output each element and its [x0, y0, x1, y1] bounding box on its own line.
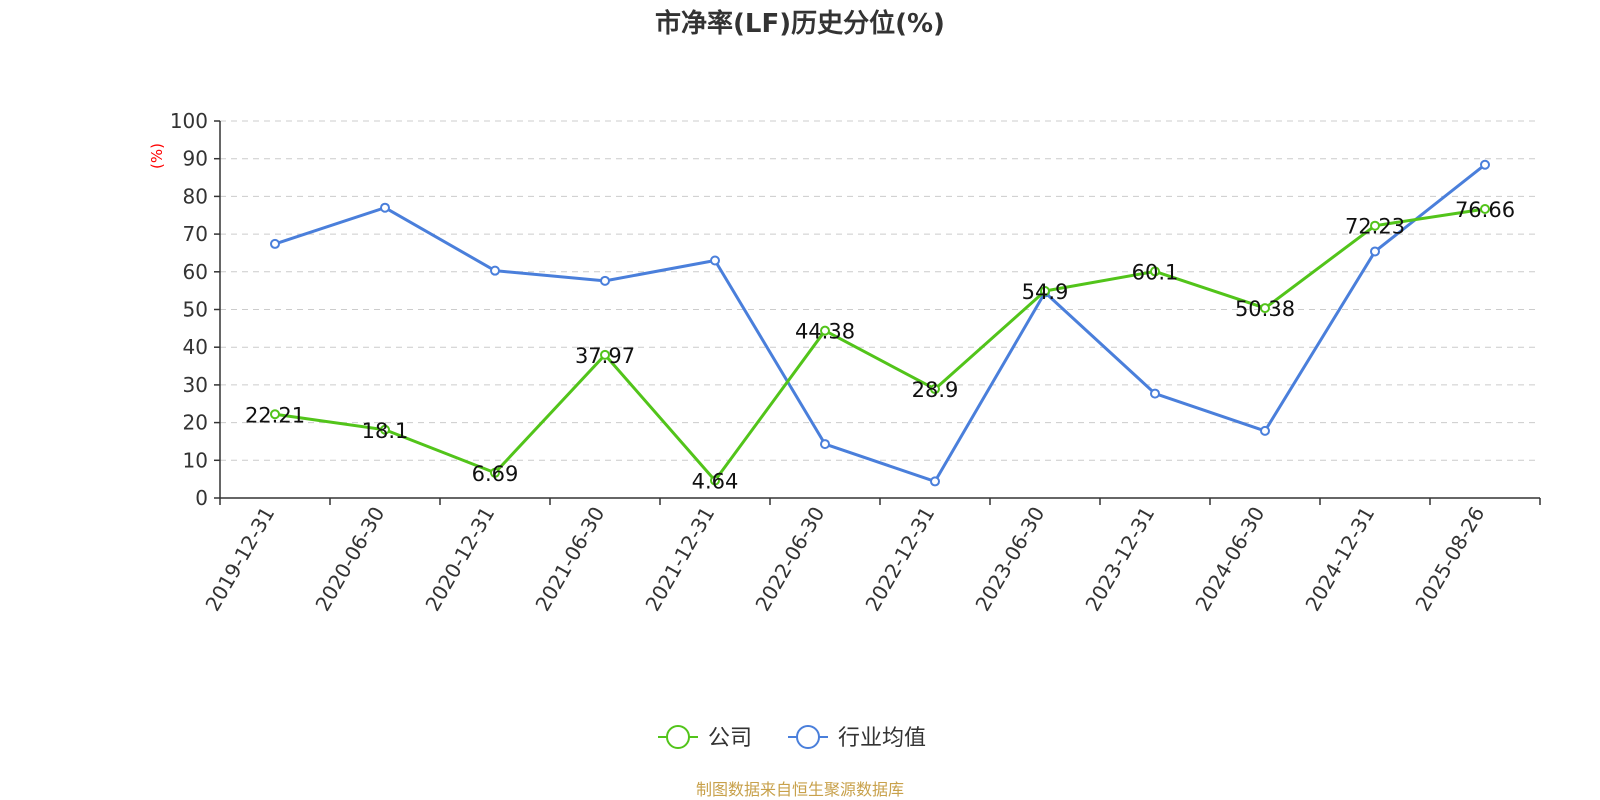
y-tick-label: 70 — [183, 222, 208, 246]
data-label: 28.9 — [912, 378, 959, 402]
data-point[interactable] — [820, 439, 830, 450]
legend-label: 公司 — [708, 726, 752, 751]
x-tick-label: 2024-06-30 — [1190, 503, 1269, 616]
data-point[interactable] — [270, 409, 280, 420]
x-tick-label: 2022-12-31 — [860, 503, 939, 616]
y-tick-label: 100 — [170, 109, 208, 133]
y-axis-label: (%) — [148, 143, 166, 169]
data-point[interactable] — [380, 424, 390, 435]
data-point[interactable] — [1260, 425, 1270, 436]
legend-marker-icon — [666, 725, 690, 749]
data-point[interactable] — [710, 255, 720, 266]
data-label: 22.21 — [245, 403, 305, 427]
data-point[interactable] — [270, 238, 280, 249]
grid-lines — [220, 120, 1540, 461]
data-label: 50.38 — [1235, 297, 1295, 321]
data-label: 6.69 — [472, 462, 519, 486]
data-label: 76.66 — [1455, 198, 1515, 222]
y-tick-label: 10 — [183, 448, 208, 472]
data-point[interactable] — [930, 476, 940, 487]
x-tick-label: 2021-12-31 — [640, 503, 719, 616]
data-point[interactable] — [1150, 388, 1160, 399]
series-line-0 — [274, 207, 1486, 483]
data-point[interactable] — [930, 384, 940, 395]
data-point[interactable] — [490, 467, 500, 478]
data-point[interactable] — [1480, 203, 1490, 214]
data-point[interactable] — [1370, 220, 1380, 231]
x-tick-label: 2023-12-31 — [1080, 503, 1159, 616]
y-tick-label: 20 — [183, 411, 208, 435]
x-tick-label: 2022-06-30 — [750, 503, 829, 616]
x-tick-label: 2020-12-31 — [420, 503, 499, 616]
data-label: 54.9 — [1022, 280, 1069, 304]
data-point[interactable] — [1150, 266, 1160, 277]
chart-title: 市净率(LF)历史分位(%) — [655, 8, 945, 39]
y-tick-label: 50 — [183, 298, 208, 322]
data-point[interactable] — [1260, 303, 1270, 314]
data-point[interactable] — [1370, 246, 1380, 257]
series-line-1 — [274, 163, 1486, 483]
series-lines — [270, 159, 1490, 487]
x-tick-label: 2024-12-31 — [1300, 503, 1379, 616]
x-tick-label: 2021-06-30 — [530, 503, 609, 616]
data-point[interactable] — [1480, 159, 1490, 170]
y-tick-label: 80 — [183, 184, 208, 208]
x-tick-label: 2020-06-30 — [310, 503, 389, 616]
legend-item-1[interactable]: 行业均值 — [788, 725, 926, 751]
data-point[interactable] — [1040, 286, 1050, 297]
source-note: 制图数据来自恒生聚源数据库 — [696, 780, 904, 799]
axes: 0 10 20 30 40 50 60 70 80 90 100 2019-12-31 2020-06-… — [170, 109, 1541, 616]
legend-item-0[interactable]: 公司 — [658, 725, 752, 751]
data-label: 44.38 — [795, 320, 855, 344]
legend-marker-icon — [796, 725, 820, 749]
data-label: 60.1 — [1132, 260, 1179, 284]
y-tick-label: 60 — [183, 260, 208, 284]
data-point[interactable] — [710, 475, 720, 486]
data-label: 4.64 — [692, 470, 739, 494]
y-tick-label: 90 — [183, 147, 208, 171]
data-point[interactable] — [820, 325, 830, 336]
y-tick-label: 0 — [195, 486, 208, 510]
data-label: 72.23 — [1345, 215, 1405, 239]
legend-label: 行业均值 — [838, 726, 926, 751]
data-point[interactable] — [600, 349, 610, 360]
x-tick-label: 2019-12-31 — [200, 503, 279, 616]
data-labels: 22.21 18.1 6.69 37.97 4.64 44.38 28.9 54.9 60.1 5… — [245, 198, 1515, 494]
data-point[interactable] — [600, 275, 610, 286]
data-label: 37.97 — [575, 344, 635, 368]
y-tick-label: 40 — [183, 335, 208, 359]
x-tick-label: 2025-08-26 — [1410, 503, 1489, 616]
x-tick-label: 2023-06-30 — [970, 503, 1049, 616]
legend[interactable]: 公司 行业均值 — [658, 725, 926, 751]
data-point[interactable] — [490, 265, 500, 276]
data-point[interactable] — [380, 202, 390, 213]
y-tick-label: 30 — [183, 373, 208, 397]
data-label: 18.1 — [362, 419, 409, 443]
